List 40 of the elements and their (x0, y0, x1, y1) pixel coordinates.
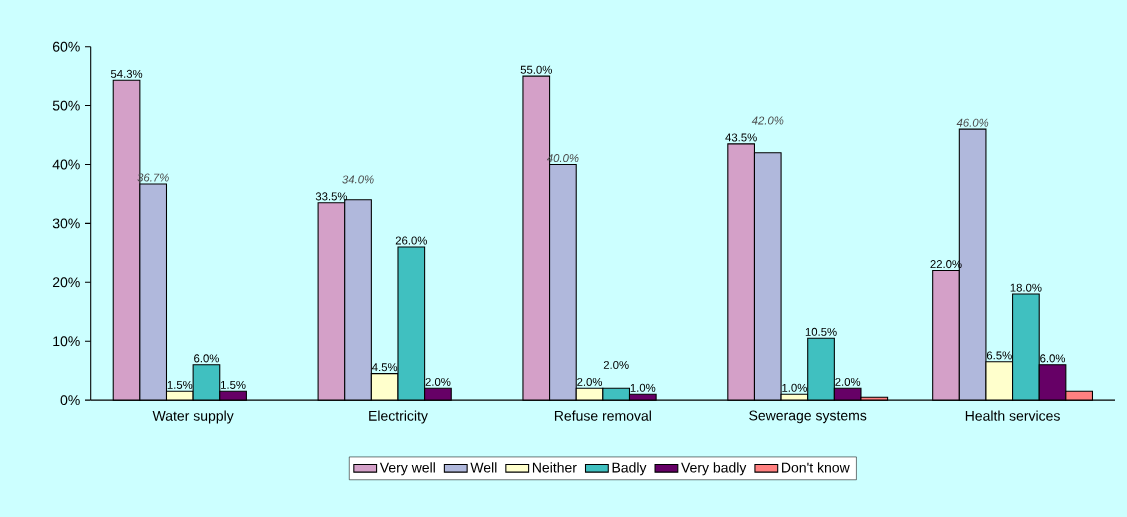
data-label: 34.0% (342, 175, 374, 184)
data-label: 6.5% (986, 351, 1012, 360)
data-label: 2.0% (425, 377, 451, 386)
data-label: 4.5% (372, 363, 398, 371)
legend-label: Neither (532, 462, 577, 473)
data-label: 1.0% (630, 383, 656, 392)
data-label: 6.0% (1040, 354, 1066, 363)
y-tick-label: 10% (53, 336, 80, 346)
data-label: 1.0% (782, 383, 807, 392)
data-label: 46.0% (956, 118, 989, 127)
legend-label: Well (470, 462, 497, 473)
data-label: 55.0% (520, 65, 552, 74)
data-label: 26.0% (395, 236, 427, 245)
data-label: 43.5% (725, 133, 757, 142)
legend-label: Very well (379, 462, 435, 476)
x-tick-label: Health services (965, 410, 1060, 421)
data-label: 33.5% (315, 192, 348, 201)
y-tick-label: 50% (52, 100, 80, 111)
x-tick-label: Sewerage systems (749, 410, 867, 423)
data-label: 2.0% (577, 377, 603, 386)
y-tick-label: 40% (52, 159, 80, 170)
data-label: 18.0% (1010, 283, 1042, 292)
legend-label: Don't know (782, 462, 850, 473)
data-label: 10.5% (805, 327, 837, 336)
x-tick-label: Refuse removal (554, 410, 651, 421)
data-label: 2.0% (835, 377, 861, 386)
data-label: 1.5% (221, 380, 246, 389)
legend-label: Badly (612, 462, 647, 476)
data-label: 54.3% (110, 69, 143, 78)
data-label: 2.0% (603, 360, 629, 369)
y-tick-label: 20% (52, 277, 80, 288)
data-label: 42.0% (751, 116, 784, 125)
legend-label: Very badly (681, 462, 747, 476)
x-tick-label: Water supply (152, 410, 234, 424)
data-label: 1.5% (167, 380, 193, 389)
y-tick-label: 30% (52, 218, 80, 229)
data-label: 6.0% (194, 354, 219, 363)
y-tick-label: 0% (60, 394, 80, 405)
y-tick-label: 60% (52, 41, 80, 52)
x-tick-label: Electricity (369, 410, 428, 424)
